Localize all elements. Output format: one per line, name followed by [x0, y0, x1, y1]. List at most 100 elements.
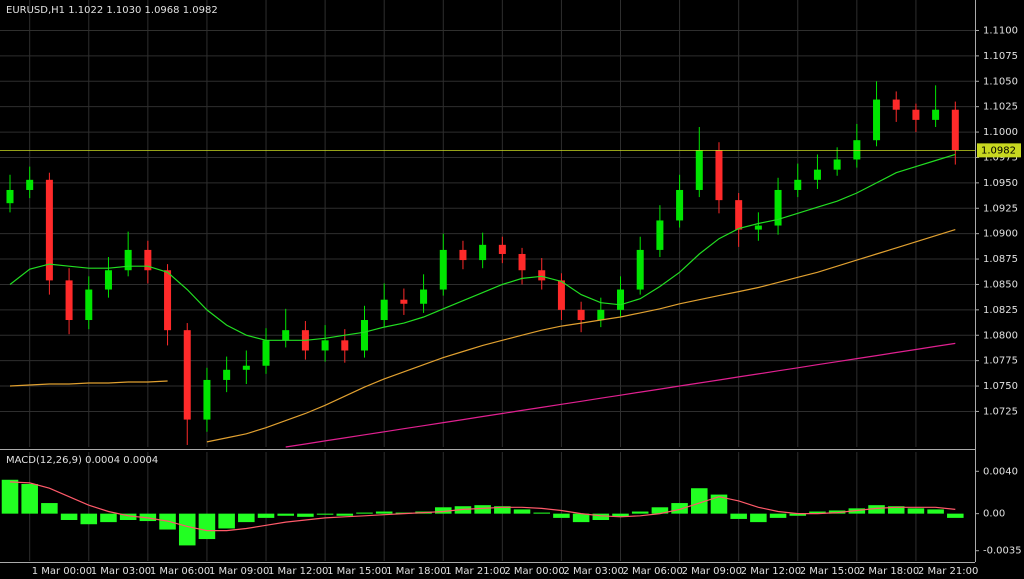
y-tick-label: 1.1100	[983, 25, 1018, 36]
y-tick-label: 1.0900	[983, 229, 1018, 240]
moving-average	[9, 229, 956, 443]
candle-body	[873, 99, 881, 141]
histogram-bar	[789, 513, 807, 516]
y-tick-label: 0.00	[983, 509, 1005, 520]
histogram-bar	[631, 511, 649, 514]
x-tick-label: 2 Mar 06:00	[623, 566, 683, 577]
candle-body	[794, 179, 802, 190]
candle-body	[45, 179, 53, 281]
candle-body	[420, 289, 428, 304]
candle-body	[360, 320, 368, 351]
histogram-bar	[60, 513, 78, 520]
histogram-bar	[592, 513, 610, 520]
last-price-tag	[977, 143, 1021, 158]
x-tick-label: 2 Mar 18:00	[859, 566, 919, 577]
candle-body	[951, 109, 959, 151]
x-tick-label: 1 Mar 06:00	[150, 566, 210, 577]
x-tick-label: 2 Mar 21:00	[918, 566, 978, 577]
x-tick-label: 2 Mar 03:00	[563, 566, 623, 577]
histogram-bar	[612, 513, 629, 517]
y-tick-label: -0.0035	[983, 546, 1022, 557]
candle-body	[26, 179, 34, 190]
chart-title: EURUSD,H1 1.1022 1.1030 1.0968 1.0982	[6, 5, 218, 16]
candle-body	[400, 299, 408, 304]
y-tick-label: 1.0875	[983, 254, 1018, 265]
x-tick-label: 2 Mar 09:00	[682, 566, 742, 577]
candle-body	[538, 270, 546, 281]
x-tick-label: 2 Mar 00:00	[504, 566, 564, 577]
candle-body	[6, 189, 14, 204]
plot	[0, 81, 975, 546]
candle-body	[557, 280, 565, 310]
y-tick-label: 1.0850	[983, 279, 1018, 290]
candle-body	[380, 299, 388, 321]
candle-body	[597, 309, 605, 321]
histogram-bar	[297, 513, 314, 517]
candle-body	[183, 330, 191, 420]
histogram-bar	[238, 513, 255, 523]
candle-body	[636, 249, 644, 290]
candle-body	[735, 200, 743, 230]
histogram-bar	[474, 505, 491, 514]
y-tick-label: 1.0950	[983, 178, 1018, 189]
candle-body	[104, 270, 112, 290]
signal-line	[9, 481, 956, 532]
x-tick-label: 2 Mar 12:00	[741, 566, 801, 577]
candle-body	[223, 369, 231, 380]
candle-body	[498, 244, 506, 254]
histogram-bar	[434, 507, 452, 514]
last-price-label: 1.0982	[981, 145, 1016, 156]
candle-body	[754, 225, 762, 230]
candle-body	[518, 253, 526, 271]
histogram-bar	[198, 513, 216, 540]
y-tick-label: 1.1050	[983, 76, 1018, 87]
histogram-bar	[927, 509, 944, 514]
histogram-bar	[553, 513, 570, 518]
candle-body	[242, 365, 250, 370]
candle-body	[164, 270, 172, 331]
x-tick-label: 1 Mar 03:00	[91, 566, 151, 577]
histogram-bar	[769, 513, 787, 518]
candle-body	[656, 220, 664, 250]
candle-body	[932, 109, 940, 120]
histogram-bar	[651, 507, 669, 514]
moving-average	[9, 153, 956, 341]
candle-body	[912, 109, 920, 120]
y-tick-label: 1.0750	[983, 381, 1018, 392]
histogram-bar	[809, 511, 826, 514]
y-tick-label: 1.0800	[983, 330, 1018, 341]
histogram-bar	[1, 479, 19, 514]
histogram-bar	[691, 488, 708, 514]
moving-average	[285, 342, 956, 448]
candle-body	[833, 159, 841, 170]
indicator-title: MACD(12,26,9) 0.0004 0.0004	[6, 455, 158, 466]
x-tick-label: 1 Mar 18:00	[386, 566, 446, 577]
histogram-bar	[494, 506, 511, 514]
candle-body	[85, 289, 93, 321]
candle-body	[577, 309, 585, 321]
candle-body	[341, 340, 349, 351]
y-tick-label: 1.0775	[983, 356, 1018, 367]
histogram-bar	[947, 513, 964, 518]
candle-body	[676, 189, 684, 221]
histogram-bar	[100, 513, 117, 523]
candle-body	[124, 249, 132, 271]
histogram-bar	[356, 512, 373, 514]
histogram-bar	[41, 503, 58, 514]
histogram-bar	[21, 484, 38, 514]
y-tick-label: 0.0040	[983, 466, 1018, 477]
histogram-bar	[730, 513, 747, 519]
histogram-bar	[80, 513, 98, 525]
histogram-bar	[750, 513, 767, 523]
x-tick-label: 1 Mar 21:00	[445, 566, 505, 577]
candle-body	[892, 99, 900, 110]
candle-body	[65, 280, 73, 321]
histogram-bar	[119, 513, 137, 520]
y-tick-label: 1.0975	[983, 152, 1018, 163]
x-tick-label: 1 Mar 09:00	[209, 566, 269, 577]
histogram-bar	[218, 513, 235, 529]
histogram-bar	[336, 513, 354, 516]
